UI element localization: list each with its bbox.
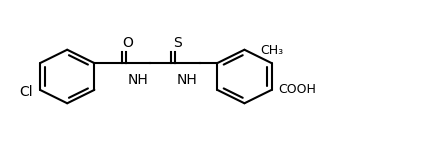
Text: O: O	[122, 36, 134, 50]
Text: CH₃: CH₃	[260, 44, 283, 57]
Text: COOH: COOH	[278, 83, 316, 96]
Text: NH: NH	[128, 73, 148, 87]
Text: NH: NH	[177, 73, 198, 87]
Text: Cl: Cl	[20, 85, 33, 99]
Text: S: S	[173, 36, 181, 50]
